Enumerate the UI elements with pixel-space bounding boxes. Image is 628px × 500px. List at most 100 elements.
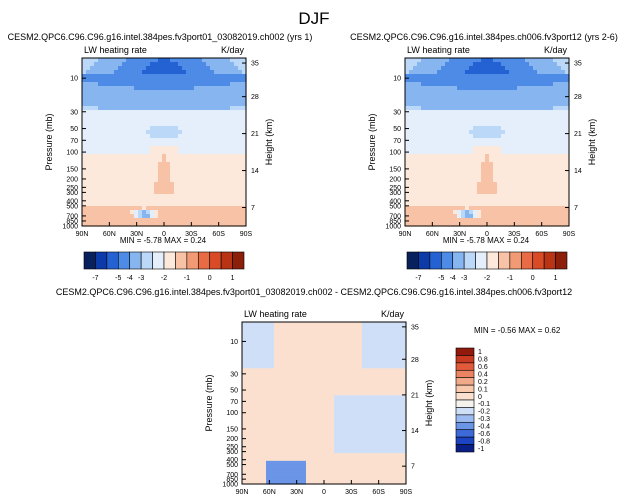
heatmap-cell <box>354 372 359 377</box>
heatmap-cell <box>565 190 570 195</box>
left-label: LW heating rate <box>244 309 307 319</box>
heatmap-cell <box>489 102 494 107</box>
heatmap-cell <box>278 395 283 400</box>
heatmap-cell <box>326 379 331 385</box>
heatmap-cell <box>366 364 371 369</box>
heatmap-cell <box>533 206 538 211</box>
heatmap-cell <box>254 414 259 420</box>
heatmap-cell <box>194 70 199 75</box>
heatmap-cell <box>182 98 187 103</box>
heatmap-cell <box>90 190 95 195</box>
heatmap-cell <box>425 194 430 199</box>
heatmap-cell <box>338 406 343 412</box>
heatmap-cell <box>509 218 514 223</box>
heatmap-cell <box>457 134 462 139</box>
heatmap-cell <box>338 329 343 335</box>
heatmap-cell <box>210 190 215 195</box>
heatmap-cell <box>254 345 259 350</box>
heatmap-cell <box>429 58 434 63</box>
heatmap-cell <box>94 70 99 75</box>
heatmap-cell <box>146 58 151 63</box>
heatmap-cell <box>214 82 219 87</box>
heatmap-cell <box>118 158 123 163</box>
heatmap-cell <box>489 170 494 175</box>
heatmap-cell <box>302 395 307 400</box>
heatmap-cell <box>238 114 243 119</box>
heatmap-cell <box>366 356 371 362</box>
heatmap-cell <box>182 210 187 215</box>
heatmap-cell <box>242 414 247 420</box>
heatmap-cell <box>509 62 514 67</box>
heatmap-cell <box>266 349 271 354</box>
heatmap-cell <box>170 78 175 83</box>
heatmap-cell <box>533 182 538 187</box>
heatmap-cell <box>114 114 119 119</box>
heatmap-cell <box>386 445 391 450</box>
heatmap-cell <box>334 395 339 400</box>
heatmap-cell <box>298 349 303 354</box>
heatmap-cell <box>242 58 247 63</box>
heatmap-cell <box>282 430 287 435</box>
heatmap-cell <box>517 202 522 207</box>
heatmap-cell <box>461 202 466 207</box>
heatmap-cell <box>561 122 566 127</box>
heatmap-cell <box>509 146 514 151</box>
heatmap-cell <box>218 186 223 191</box>
heatmap-cell <box>358 325 363 331</box>
heatmap-cell <box>366 333 371 339</box>
heatmap-cell <box>178 174 183 179</box>
heatmap-cell <box>366 406 371 412</box>
heatmap-cell <box>190 206 195 211</box>
heatmap-cell <box>234 118 239 123</box>
heatmap-cell <box>294 337 299 342</box>
heatmap-cell <box>190 178 195 183</box>
heatmap-cell <box>118 186 123 191</box>
heatmap-cell <box>222 142 227 147</box>
heatmap-cell <box>294 341 299 346</box>
heatmap-cell <box>262 345 267 350</box>
heatmap-cell <box>537 110 542 115</box>
heatmap-cell <box>489 106 494 111</box>
heatmap-cell <box>246 399 251 404</box>
heatmap-cell <box>86 218 91 223</box>
heatmap-cell <box>286 376 291 381</box>
heatmap-cell <box>210 134 215 139</box>
heatmap-cell <box>509 86 514 91</box>
x-tick-label: 90N <box>76 231 89 238</box>
heatmap-cell <box>421 114 426 119</box>
heatmap-cell <box>457 74 462 79</box>
heatmap-cell <box>517 198 522 203</box>
heatmap-cell <box>433 98 438 103</box>
heatmap-cell <box>405 166 410 171</box>
heatmap-cell <box>142 58 147 63</box>
heatmap-cell <box>513 178 518 183</box>
heatmap-cell <box>82 210 87 215</box>
heatmap-cell <box>126 82 131 87</box>
heatmap-cell <box>561 202 566 207</box>
heatmap-cell <box>390 387 395 393</box>
heatmap-cell <box>266 345 271 350</box>
heatmap-cell <box>405 58 410 63</box>
heatmap-cell <box>126 190 131 195</box>
heatmap-cell <box>533 134 538 139</box>
heatmap-cell <box>110 150 115 155</box>
heatmap-cell <box>246 356 251 362</box>
heatmap-cell <box>549 162 554 167</box>
heatmap-cell <box>537 62 542 67</box>
heatmap-cell <box>485 214 490 219</box>
heatmap-cell <box>366 426 371 431</box>
heatmap-cell <box>521 202 526 207</box>
heatmap-cell <box>286 372 291 377</box>
heatmap-cell <box>354 399 359 404</box>
heatmap-cell <box>274 406 279 412</box>
heatmap-cell <box>409 138 414 143</box>
heatmap-cell <box>557 126 562 131</box>
x-tick-label: 60N <box>426 231 439 238</box>
heatmap-cell <box>457 214 462 219</box>
heatmap-cell <box>441 110 446 115</box>
heatmap-cell <box>162 110 167 115</box>
heatmap-cell <box>250 337 255 342</box>
heatmap-cell <box>310 372 315 377</box>
heatmap-cell <box>90 90 95 95</box>
heatmap-cell <box>306 426 311 431</box>
